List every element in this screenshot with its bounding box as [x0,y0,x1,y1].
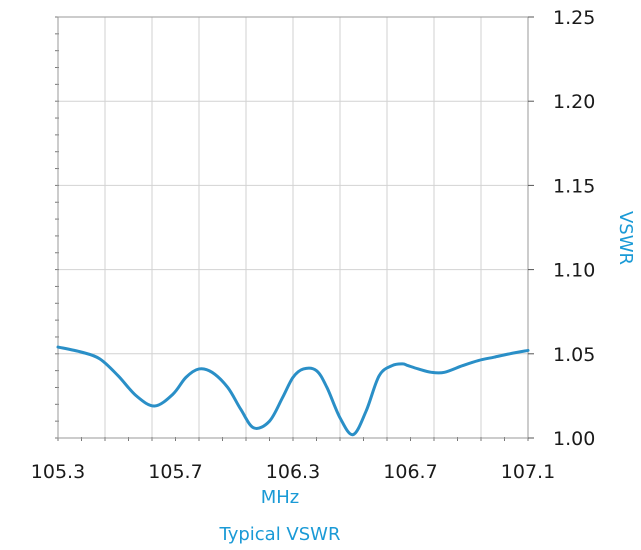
x-tick-labels: 105.3 105.7 106.3 106.7 107.1 [31,461,555,483]
x-tick-label: 106.7 [383,461,437,483]
y-tick-label: 1.05 [553,344,595,366]
chart-title: Typical VSWR [219,524,341,545]
x-tick-label: 105.3 [31,461,85,483]
x-axis-title: MHz [261,487,300,508]
y-tick-label: 1.00 [553,428,595,450]
y-tick-label: 1.25 [553,7,595,29]
vswr-series-line [56,345,530,437]
y-tick-label: 1.20 [553,91,595,113]
y-axis-title: VSWR [615,211,636,265]
x-tick-label: 106.3 [266,461,320,483]
series-group [56,345,530,437]
y-tick-labels: 1.00 1.05 1.10 1.15 1.20 1.25 [528,7,595,450]
y-tick-label: 1.15 [553,175,595,197]
x-tick-label: 107.1 [501,461,555,483]
plot-frame [57,16,529,439]
y-tick-label: 1.10 [553,260,595,282]
x-tick-label: 105.7 [148,461,202,483]
